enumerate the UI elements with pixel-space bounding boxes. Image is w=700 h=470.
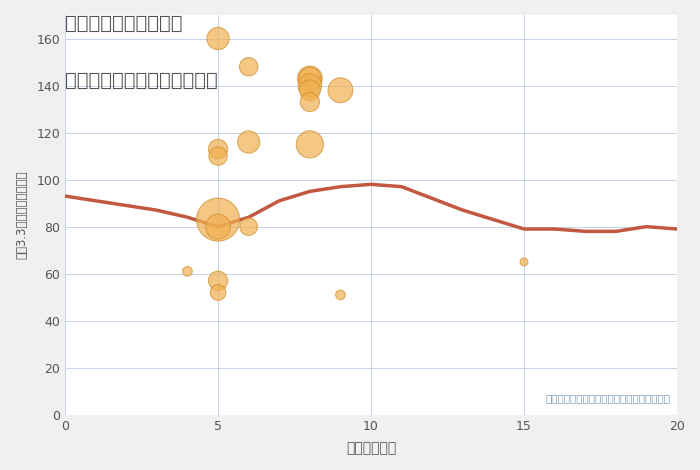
Point bbox=[304, 141, 316, 148]
Y-axis label: 坪（3.3㎡）単価（万円）: 坪（3.3㎡）単価（万円） bbox=[15, 171, 28, 259]
Text: 福岡県春日市千歳町の: 福岡県春日市千歳町の bbox=[65, 14, 183, 33]
Point bbox=[335, 86, 346, 94]
Point bbox=[243, 63, 254, 70]
Point bbox=[213, 277, 224, 284]
Point bbox=[304, 86, 316, 94]
Point bbox=[304, 98, 316, 106]
Point bbox=[182, 267, 193, 275]
Point bbox=[213, 35, 224, 42]
Point bbox=[304, 82, 316, 89]
Point bbox=[304, 75, 316, 82]
Point bbox=[213, 216, 224, 223]
Text: 円の大きさは、取引のあった物件面積を示す: 円の大きさは、取引のあった物件面積を示す bbox=[546, 393, 671, 403]
Point bbox=[304, 75, 316, 82]
Point bbox=[243, 138, 254, 146]
Point bbox=[213, 289, 224, 296]
Point bbox=[213, 152, 224, 160]
Point bbox=[213, 223, 224, 230]
Text: 駅距離別中古マンション価格: 駅距離別中古マンション価格 bbox=[65, 70, 218, 89]
X-axis label: 駅距離（分）: 駅距離（分） bbox=[346, 441, 396, 455]
Point bbox=[335, 291, 346, 298]
Point bbox=[213, 145, 224, 153]
Point bbox=[243, 223, 254, 230]
Point bbox=[519, 258, 530, 266]
